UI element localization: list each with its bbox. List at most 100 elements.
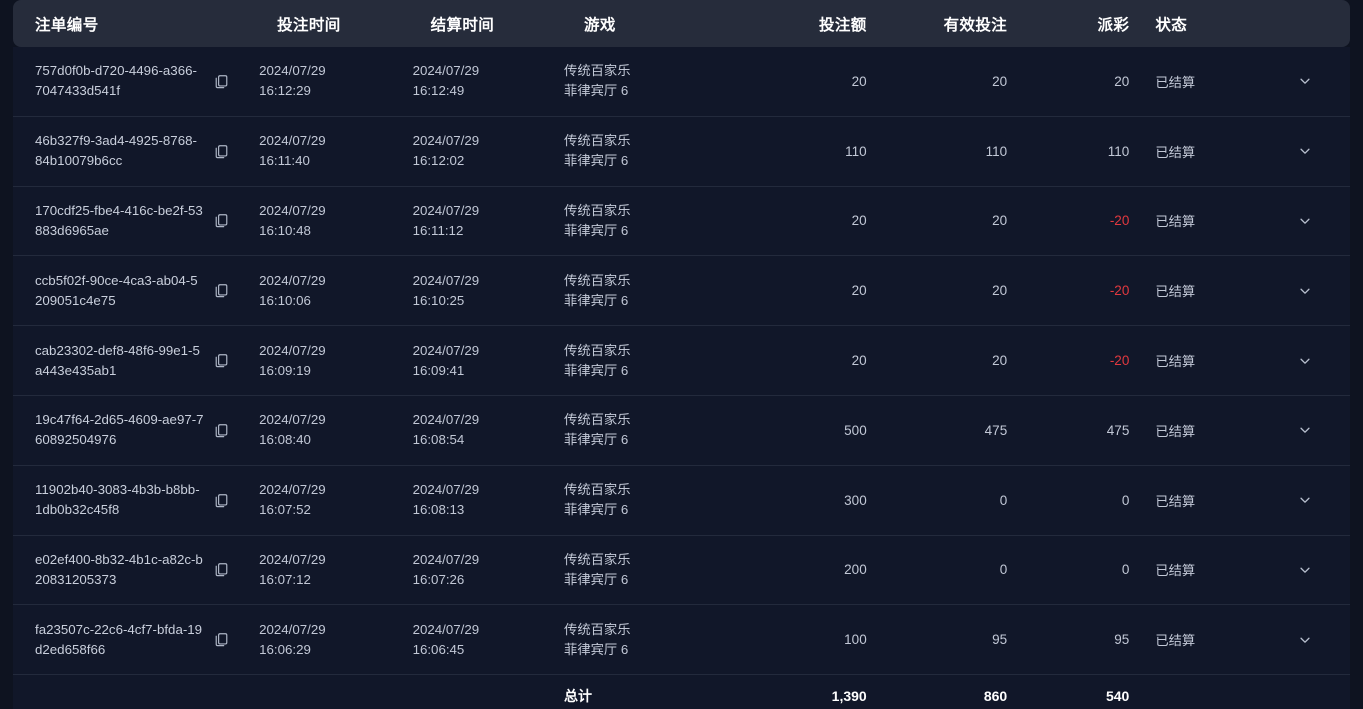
game-table: 菲律宾厅 6: [564, 153, 629, 169]
table-row[interactable]: cab23302-def8-48f6-99e1-5a443e435ab1 2024…: [13, 326, 1350, 396]
table-row[interactable]: e02ef400-8b32-4b1c-a82c-b20831205373 2024…: [13, 535, 1350, 606]
column-header-settle-time[interactable]: 结算时间: [408, 0, 563, 47]
settle-date: 2024/07/29: [412, 342, 480, 358]
total-bet-amount: 1,390: [756, 675, 879, 709]
copy-icon[interactable]: [210, 279, 234, 303]
column-header-bet-amount[interactable]: 投注额: [756, 0, 879, 47]
copy-icon[interactable]: [210, 69, 234, 93]
game-name: 传统百家乐: [564, 482, 631, 498]
cell-bet-time: 2024/07/29 16:09:19: [255, 326, 409, 396]
cell-valid-bet: 95: [878, 605, 1020, 676]
copy-icon[interactable]: [210, 628, 234, 652]
chevron-down-icon[interactable]: [1294, 210, 1316, 232]
cell-valid-bet: 110: [878, 116, 1020, 187]
bet-date: 2024/07/29: [259, 202, 326, 218]
copy-icon[interactable]: [210, 209, 234, 233]
cell-expand: [1260, 326, 1350, 396]
cell-valid-bet: 475: [878, 395, 1020, 466]
column-header-game[interactable]: 游戏: [562, 0, 757, 47]
table-row[interactable]: 11902b40-3083-4b3b-b8bb-1db0b32c45f8 2024…: [13, 465, 1350, 536]
game-name: 传统百家乐: [564, 133, 631, 149]
copy-icon[interactable]: [210, 349, 234, 373]
status-badge: 已结算: [1141, 605, 1261, 676]
table-row[interactable]: 757d0f0b-d720-4496-a366-7047433d541f 2024…: [13, 47, 1350, 117]
settle-clock: 16:07:26: [412, 571, 465, 587]
column-header-bet-time[interactable]: 投注时间: [255, 0, 409, 47]
cell-bet-time: 2024/07/29 16:07:12: [255, 535, 409, 606]
chevron-down-icon[interactable]: [1294, 419, 1316, 441]
chevron-down-icon[interactable]: [1294, 350, 1316, 372]
copy-icon[interactable]: [210, 139, 234, 163]
table-row[interactable]: 46b327f9-3ad4-4925-8768-84b10079b6cc 2024…: [13, 116, 1350, 187]
table-row[interactable]: fa23507c-22c6-4cf7-bfda-19d2ed658f66 2024…: [13, 605, 1350, 676]
copy-icon[interactable]: [210, 418, 234, 442]
status-badge: 已结算: [1141, 47, 1261, 117]
cell-order-id: cab23302-def8-48f6-99e1-5a443e435ab1: [13, 326, 210, 396]
column-header-valid-bet[interactable]: 有效投注: [878, 0, 1020, 47]
table-body: 757d0f0b-d720-4496-a366-7047433d541f 2024…: [13, 47, 1350, 676]
cell-game: 传统百家乐菲律宾厅 6: [562, 465, 757, 536]
bet-date: 2024/07/29: [259, 342, 326, 358]
bet-clock: 16:10:48: [259, 222, 311, 238]
cell-order-id: 46b327f9-3ad4-4925-8768-84b10079b6cc: [13, 116, 210, 187]
game-table: 菲律宾厅 6: [564, 432, 629, 448]
cell-bet-amount: 500: [756, 395, 879, 466]
cell-bet-amount: 20: [756, 326, 879, 396]
bet-records-table: 注单编号 投注时间 结算时间 游戏 投注额 有效投注 派彩 状态 757d0f0…: [13, 0, 1350, 709]
cell-settle-time: 2024/07/29 16:11:12: [408, 186, 563, 257]
bet-clock: 16:09:19: [259, 362, 311, 378]
cell-payout: 110: [1019, 116, 1142, 187]
status-badge: 已结算: [1141, 535, 1261, 606]
column-header-status[interactable]: 状态: [1141, 0, 1261, 47]
column-header-expand: [1260, 0, 1350, 47]
bet-date: 2024/07/29: [259, 133, 326, 149]
cell-bet-time: 2024/07/29 16:10:48: [255, 186, 409, 257]
cell-payout: 95: [1019, 605, 1142, 676]
settle-date: 2024/07/29: [412, 412, 480, 428]
column-header-order-id[interactable]: 注单编号: [13, 0, 210, 47]
cell-bet-time: 2024/07/29 16:10:06: [255, 256, 409, 327]
chevron-down-icon[interactable]: [1294, 280, 1316, 302]
settle-clock: 16:06:45: [412, 641, 465, 657]
bet-clock: 16:12:29: [259, 83, 311, 99]
cell-game: 传统百家乐 菲律宾厅 6: [562, 326, 757, 396]
table-row[interactable]: ccb5f02f-90ce-4ca3-ab04-5209051c4e75 2024…: [13, 256, 1350, 327]
cell-game: 传统百家乐菲律宾厅 6: [562, 395, 757, 466]
game-name: 传统百家乐: [564, 551, 631, 567]
settle-clock: 16:08:54: [412, 432, 465, 448]
cell-copy: [209, 116, 256, 187]
chevron-down-icon[interactable]: [1294, 70, 1316, 92]
cell-valid-bet: 20: [878, 186, 1020, 257]
cell-expand: [1260, 465, 1350, 536]
chevron-down-icon[interactable]: [1294, 629, 1316, 651]
cell-order-id: 11902b40-3083-4b3b-b8bb-1db0b32c45f8: [13, 465, 210, 536]
cell-settle-time: 2024/07/29 16:10:25: [408, 256, 563, 327]
table-row[interactable]: 19c47f64-2d65-4609-ae97-760892504976 2024…: [13, 395, 1350, 466]
cell-game: 传统百家乐 菲律宾厅 6: [562, 186, 757, 257]
game-table: 菲律宾厅 6: [564, 362, 629, 378]
cell-payout: -20: [1019, 186, 1142, 257]
cell-payout: 20: [1019, 47, 1142, 117]
game-table: 菲律宾厅 6: [564, 502, 629, 518]
bet-date: 2024/07/29: [259, 551, 326, 567]
settle-date: 2024/07/29: [412, 133, 480, 149]
settle-date: 2024/07/29: [412, 482, 480, 498]
copy-icon[interactable]: [210, 488, 234, 512]
cell-payout: 0: [1019, 465, 1142, 536]
game-name: 传统百家乐: [564, 412, 631, 428]
cell-valid-bet: 0: [878, 535, 1020, 606]
cell-settle-time: 2024/07/29 16:12:49: [408, 47, 563, 117]
chevron-down-icon[interactable]: [1294, 140, 1316, 162]
cell-order-id: 170cdf25-fbe4-416c-be2f-53883d6965ae: [13, 186, 210, 257]
chevron-down-icon[interactable]: [1294, 559, 1316, 581]
copy-icon[interactable]: [210, 558, 234, 582]
settle-date: 2024/07/29: [412, 272, 480, 288]
column-header-payout[interactable]: 派彩: [1019, 0, 1142, 47]
settle-date: 2024/07/29: [412, 202, 480, 218]
table-row[interactable]: 170cdf25-fbe4-416c-be2f-53883d6965ae 2024…: [13, 186, 1350, 257]
settle-date: 2024/07/29: [412, 621, 480, 637]
cell-payout: 0: [1019, 535, 1142, 606]
chevron-down-icon[interactable]: [1294, 489, 1316, 511]
status-badge: 已结算: [1141, 465, 1261, 536]
